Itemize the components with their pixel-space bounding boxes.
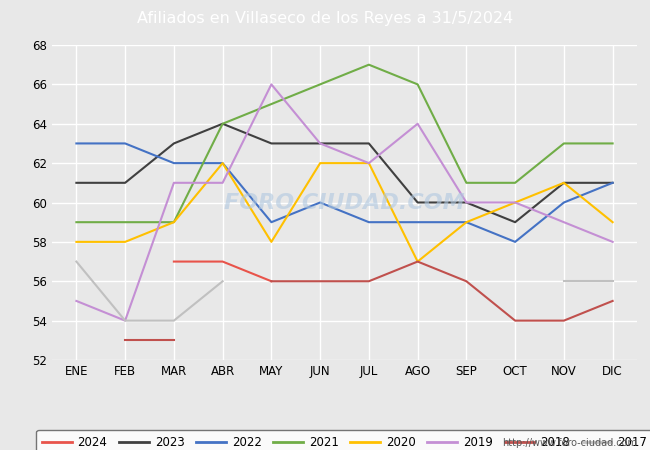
Text: http://www.foro-ciudad.com: http://www.foro-ciudad.com (502, 438, 637, 448)
Text: FORO CIUDAD.COM: FORO CIUDAD.COM (224, 193, 465, 212)
Text: Afiliados en Villaseco de los Reyes a 31/5/2024: Afiliados en Villaseco de los Reyes a 31… (137, 10, 513, 26)
Legend: 2024, 2023, 2022, 2021, 2020, 2019, 2018, 2017: 2024, 2023, 2022, 2021, 2020, 2019, 2018… (36, 430, 650, 450)
